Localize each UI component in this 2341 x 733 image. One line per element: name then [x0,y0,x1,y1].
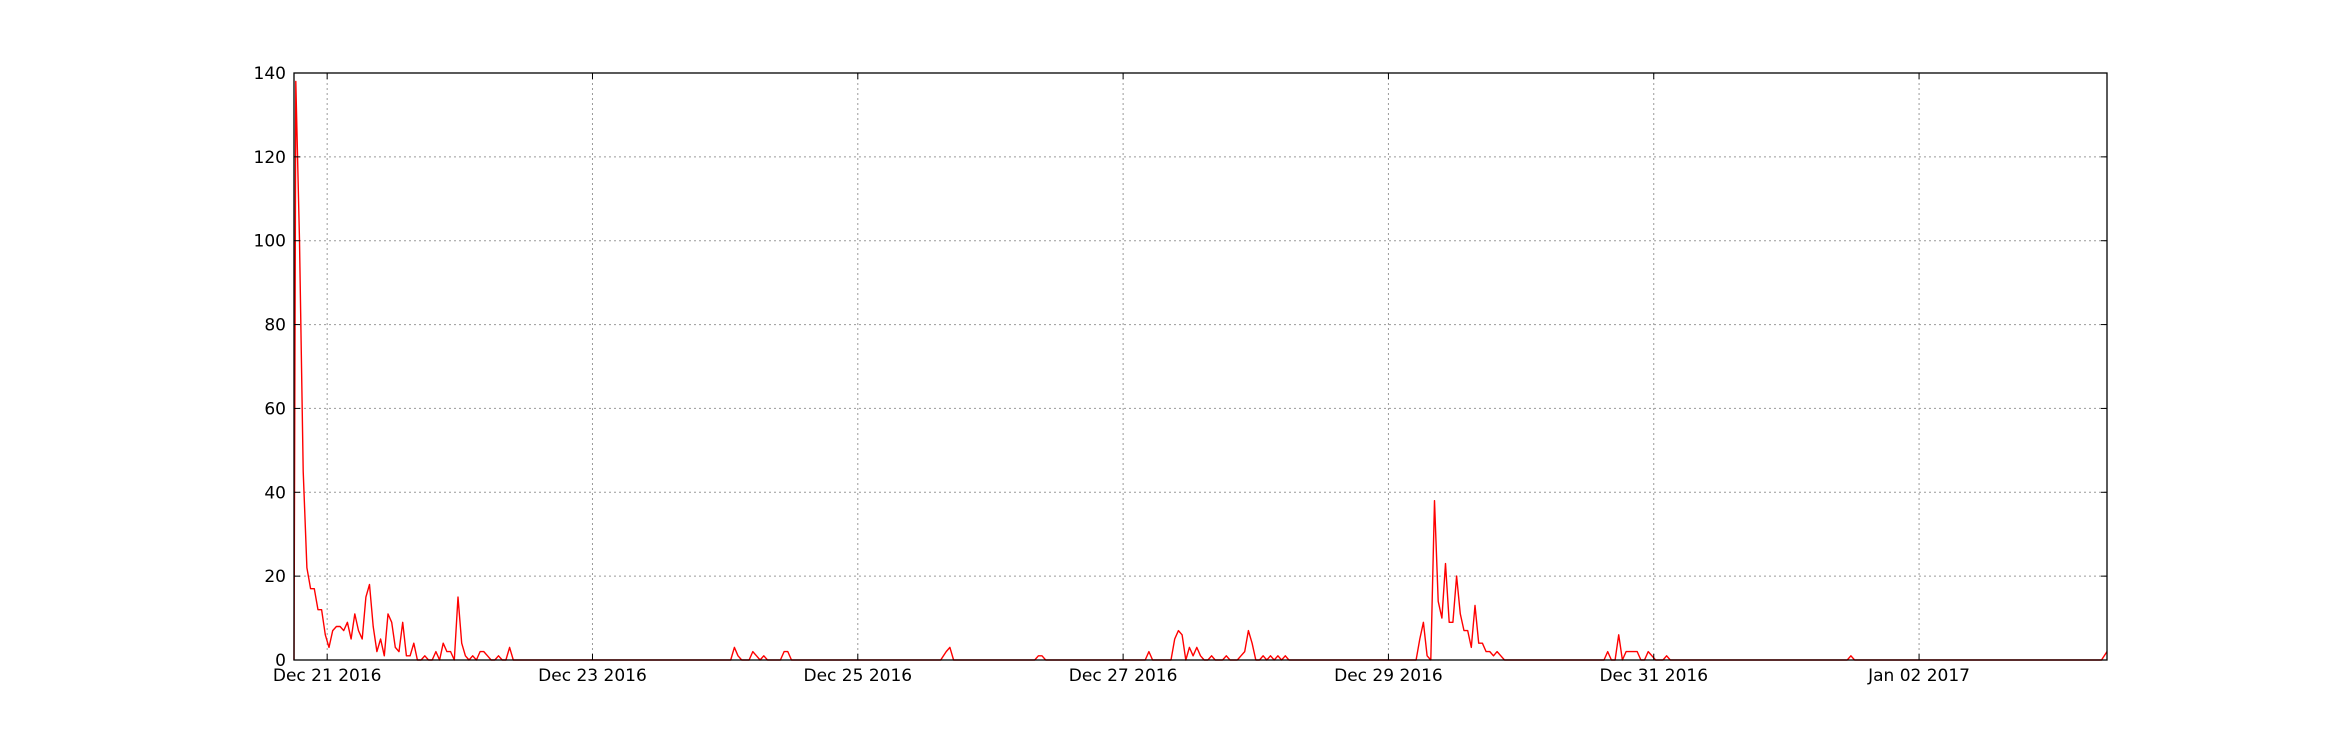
x-tick-label: Dec 29 2016 [1334,666,1443,686]
x-tick-label: Jan 02 2017 [1867,666,1970,686]
x-tick-label: Dec 21 2016 [273,666,382,686]
y-tick-label: 40 [264,483,286,503]
y-tick-label: 100 [254,232,286,252]
y-tick-label: 20 [264,567,286,587]
x-tick-label: Dec 31 2016 [1599,666,1708,686]
x-tick-label: Dec 25 2016 [803,666,912,686]
y-tick-label: 80 [264,316,286,336]
x-tick-label: Dec 27 2016 [1069,666,1178,686]
axis-ticks [294,72,2107,661]
plot-area-frame [293,72,2108,661]
x-tick-label: Dec 23 2016 [538,666,647,686]
y-tick-label: 140 [254,64,286,84]
y-tick-label: 0 [275,651,286,671]
gridlines [294,73,2107,660]
y-tick-label: 120 [254,148,286,168]
tick-labels: 0 20 40 60 80 100 120 140 Dec 21 2016 Dec 23 2016… [254,64,1970,686]
y-tick-label: 60 [264,399,286,419]
